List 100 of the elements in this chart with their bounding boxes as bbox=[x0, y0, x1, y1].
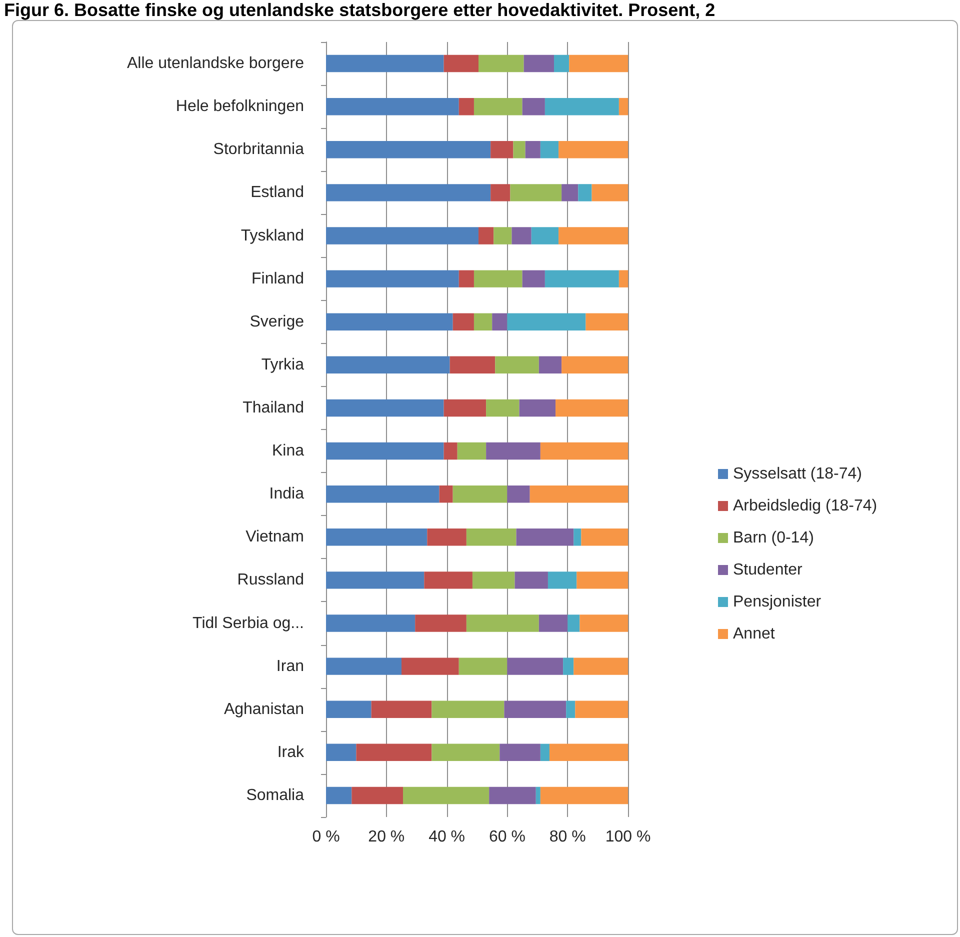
bar bbox=[536, 786, 540, 804]
bar bbox=[466, 614, 539, 632]
y-tick-label: Tyskland bbox=[240, 227, 304, 244]
bar bbox=[444, 442, 458, 460]
bar bbox=[326, 399, 444, 417]
legend-label: Arbeidsledig (18-74) bbox=[733, 498, 878, 514]
bar bbox=[326, 786, 352, 804]
bar bbox=[618, 270, 628, 288]
bar bbox=[495, 356, 539, 374]
bar bbox=[592, 184, 628, 202]
x-tick-label: 20 % bbox=[368, 828, 405, 846]
x-tick-label: 80 % bbox=[549, 828, 586, 846]
bar bbox=[556, 399, 628, 417]
bar bbox=[569, 54, 628, 72]
y-tick-label: India bbox=[269, 486, 304, 503]
bar bbox=[538, 356, 562, 374]
bar bbox=[474, 313, 492, 330]
bar bbox=[538, 614, 568, 632]
bar bbox=[478, 54, 524, 72]
bar bbox=[403, 786, 490, 804]
bar bbox=[540, 786, 628, 804]
bar bbox=[507, 485, 530, 503]
bar bbox=[554, 54, 570, 72]
bar bbox=[513, 141, 526, 158]
bar bbox=[510, 184, 562, 202]
y-tick-label: Aghanistan bbox=[224, 700, 304, 718]
x-tick-label: 60 % bbox=[488, 828, 526, 846]
y-tick-label: Alle utenlandske borgere bbox=[126, 55, 304, 72]
bar bbox=[574, 658, 628, 675]
bar bbox=[549, 744, 628, 762]
bar bbox=[562, 356, 628, 374]
bar bbox=[562, 184, 578, 202]
bar bbox=[450, 356, 496, 374]
bar bbox=[458, 98, 474, 116]
bar bbox=[575, 700, 628, 718]
bar bbox=[576, 572, 628, 589]
bar bbox=[558, 141, 628, 158]
bar bbox=[326, 442, 444, 460]
bar bbox=[504, 700, 566, 718]
bar bbox=[326, 184, 491, 202]
bar bbox=[563, 658, 574, 675]
bar bbox=[519, 399, 556, 417]
bar bbox=[522, 270, 545, 288]
x-tick-label: 100 % bbox=[605, 828, 651, 846]
legend-label: Barn (0-14) bbox=[733, 530, 814, 546]
bar bbox=[540, 744, 550, 762]
y-tick-label: Kina bbox=[272, 442, 304, 460]
bar bbox=[574, 528, 582, 546]
bar bbox=[326, 98, 459, 116]
bar bbox=[439, 485, 453, 503]
bar bbox=[492, 313, 508, 330]
bar bbox=[500, 744, 540, 762]
bar bbox=[432, 700, 504, 718]
bar bbox=[326, 356, 450, 374]
bar bbox=[356, 744, 432, 762]
y-tick-label: Iran bbox=[276, 658, 304, 675]
bar bbox=[525, 141, 540, 158]
bar bbox=[326, 528, 428, 546]
chart-title: Figur 6. Bosatte finske og utenlandske statsborgere etter hovedaktivitet. Prosent, 2 bbox=[4, 0, 716, 21]
legend-label: Annet bbox=[733, 626, 776, 642]
bar bbox=[326, 313, 453, 330]
y-tick-label: Russland bbox=[237, 572, 304, 589]
y-tick-label: Irak bbox=[277, 744, 305, 761]
x-tick-label: 40 % bbox=[428, 828, 466, 846]
bar bbox=[581, 528, 628, 546]
bar bbox=[415, 614, 466, 632]
bar bbox=[490, 141, 514, 158]
bar bbox=[458, 270, 474, 288]
bar bbox=[586, 313, 628, 330]
y-tick-label: Hele befolkningen bbox=[176, 98, 304, 116]
x-tick-label: 0 % bbox=[312, 828, 340, 846]
bar bbox=[530, 485, 628, 503]
bar bbox=[458, 658, 508, 675]
legend-label: Studenter bbox=[733, 562, 804, 578]
bar bbox=[432, 744, 500, 762]
bar bbox=[472, 572, 515, 589]
bar bbox=[326, 141, 491, 158]
bar bbox=[457, 442, 486, 460]
bar bbox=[486, 399, 520, 417]
bar bbox=[568, 614, 580, 632]
y-tick-label: Tidl Serbia og... bbox=[192, 614, 304, 632]
bar bbox=[326, 54, 444, 72]
bar bbox=[578, 184, 592, 202]
bar bbox=[452, 313, 474, 330]
bar bbox=[427, 528, 466, 546]
bar bbox=[352, 786, 404, 804]
bar bbox=[371, 700, 432, 718]
bar bbox=[544, 98, 619, 116]
bar bbox=[474, 270, 522, 288]
bar bbox=[514, 572, 548, 589]
y-tick-label: Tyrkia bbox=[261, 356, 304, 374]
y-tick-label: Sverige bbox=[250, 313, 304, 330]
bar bbox=[474, 98, 522, 116]
bar bbox=[522, 98, 545, 116]
bar bbox=[558, 227, 628, 244]
bar bbox=[326, 485, 440, 503]
bar bbox=[326, 572, 424, 589]
bar bbox=[548, 572, 577, 589]
y-tick-label: Finland bbox=[252, 270, 304, 288]
bar bbox=[466, 528, 516, 546]
